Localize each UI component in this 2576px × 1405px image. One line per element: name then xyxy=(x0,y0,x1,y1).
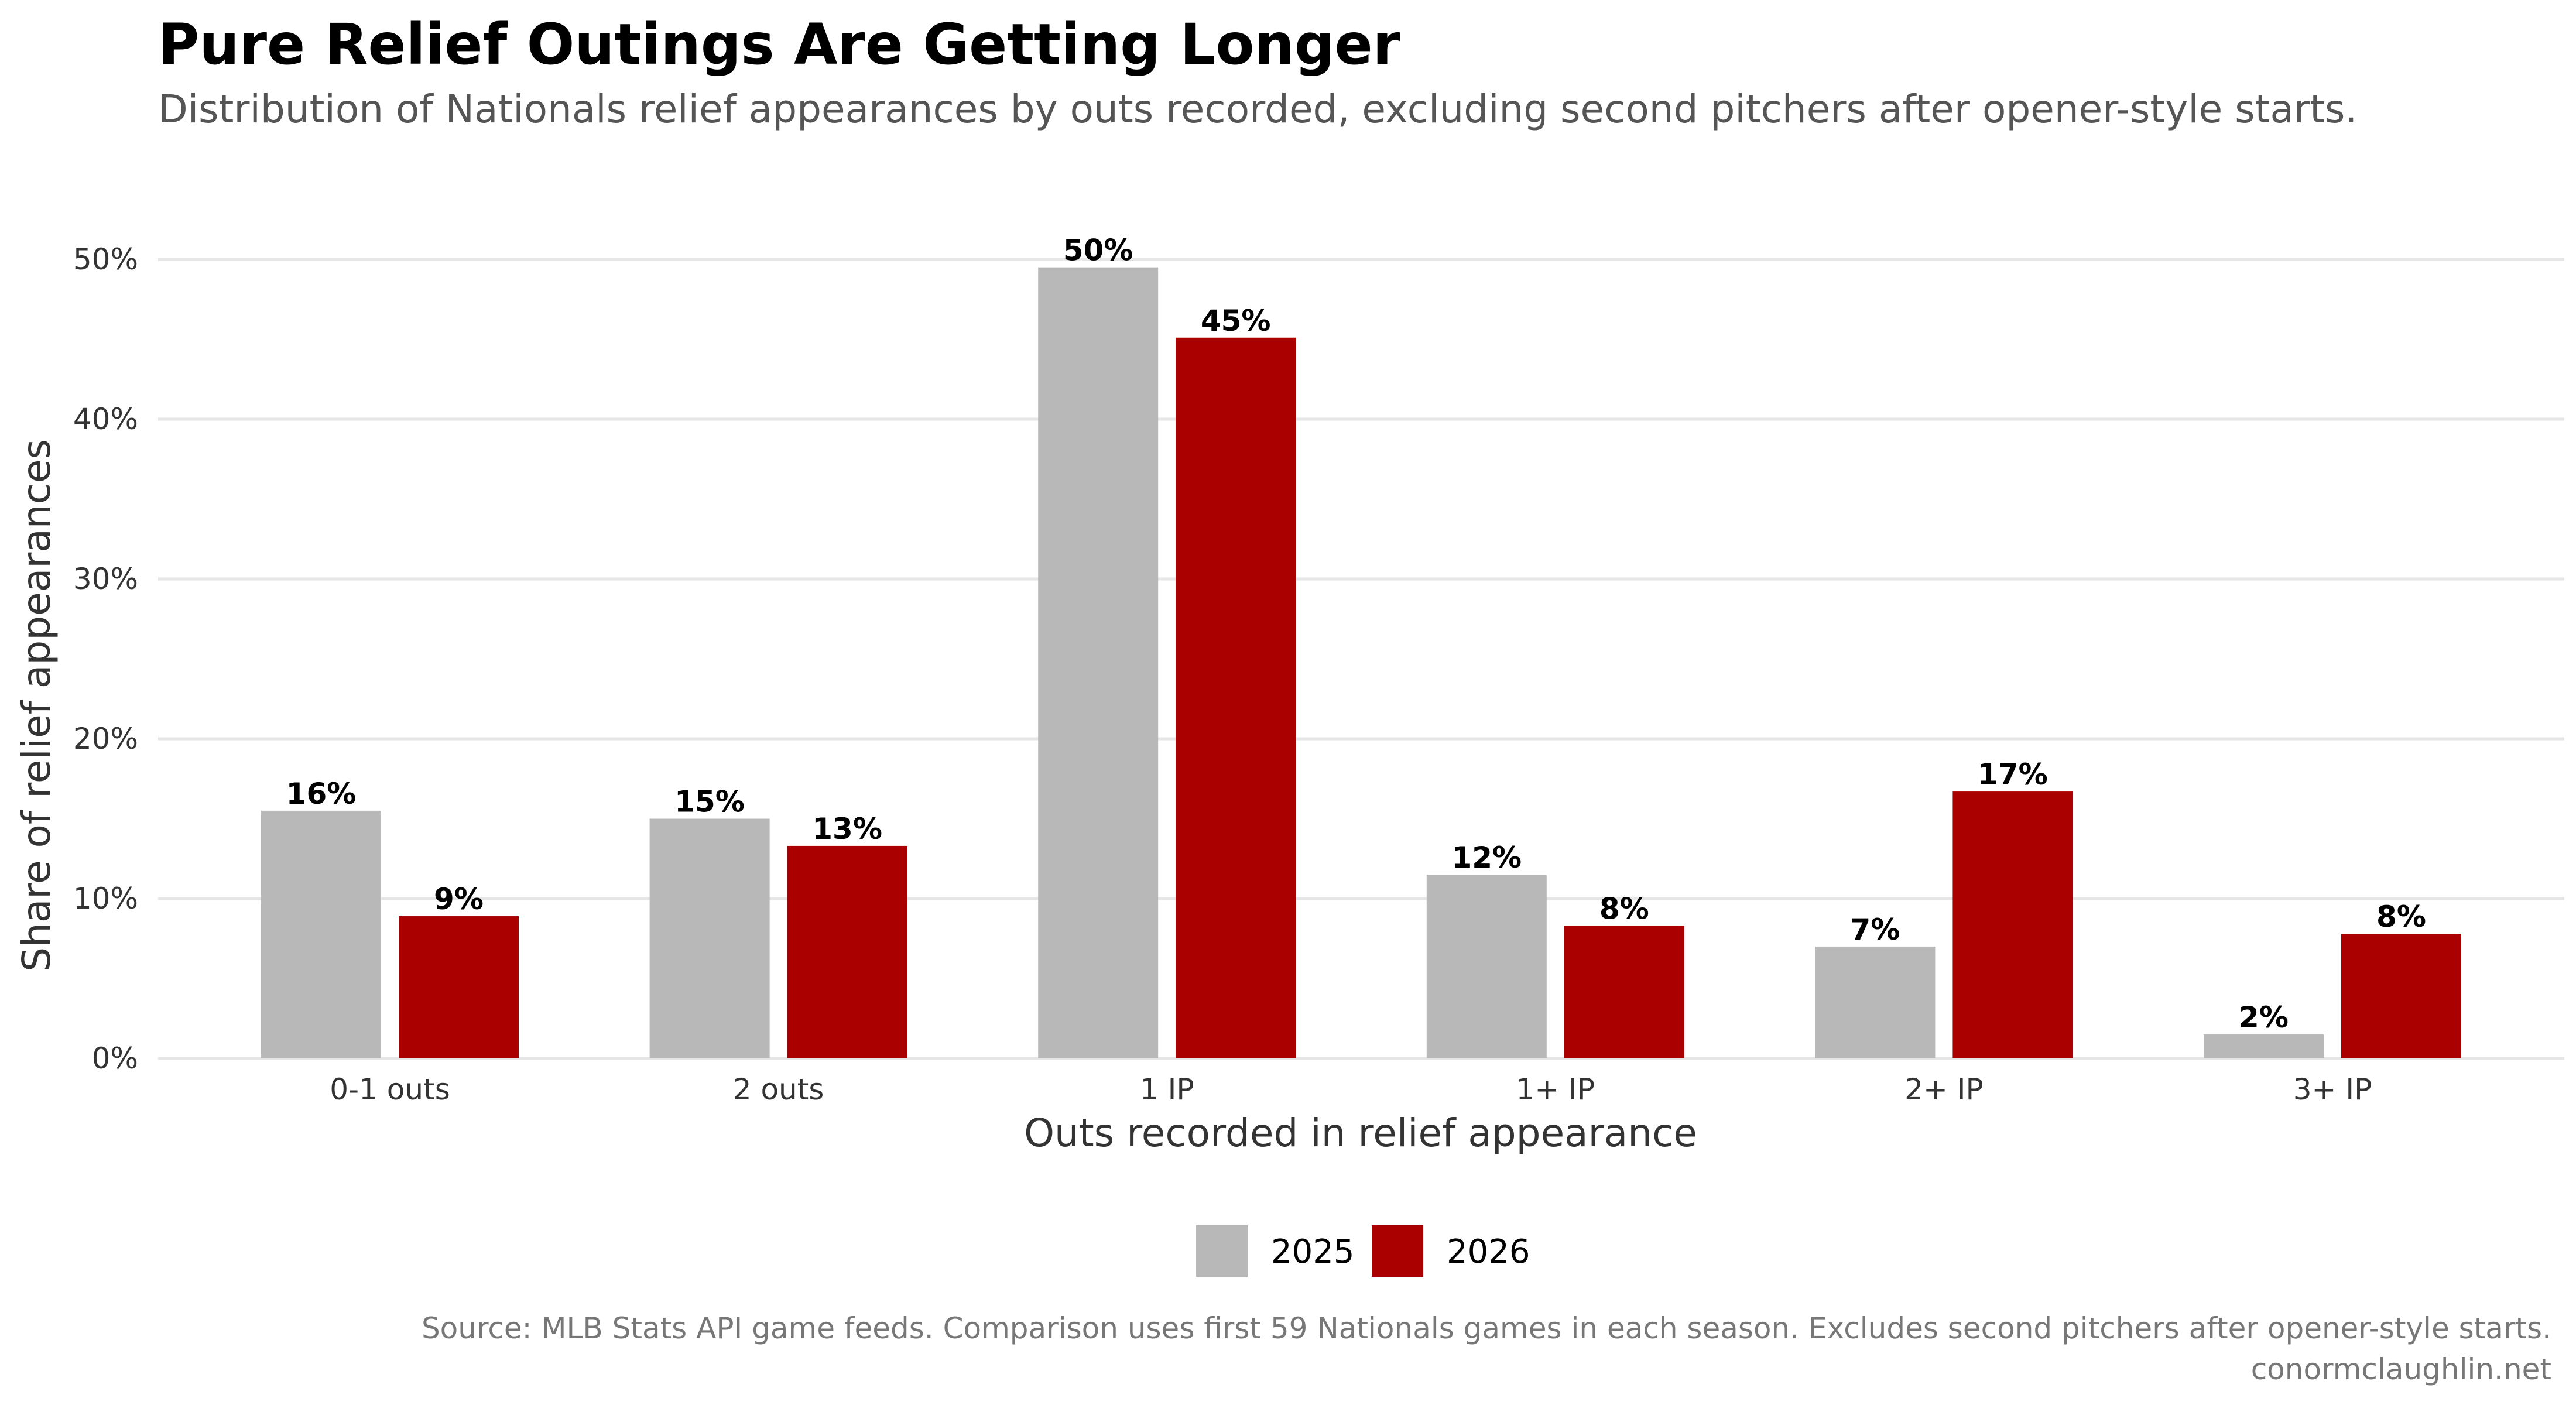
legend-label-2025: 2025 xyxy=(1271,1233,1355,1271)
site-credit: conormclaughlin.net xyxy=(2250,1352,2551,1386)
y-tick-label-0: 0% xyxy=(92,1041,138,1075)
bar-2026-2 xyxy=(1176,337,1296,1058)
chart-subtitle: Distribution of Nationals relief appeara… xyxy=(158,87,2358,132)
bar-label-2025-2: 50% xyxy=(1063,234,1133,268)
y-tick-label-40: 40% xyxy=(73,402,138,436)
bar-label-2026-0: 9% xyxy=(434,882,484,916)
bar-label-2025-0: 16% xyxy=(286,777,357,811)
legend-swatch-2025 xyxy=(1196,1225,1248,1277)
bar-2026-4 xyxy=(1952,791,2073,1058)
x-axis-title: Outs recorded in relief appearance xyxy=(1024,1111,1697,1156)
bar-label-2025-3: 12% xyxy=(1451,841,1522,875)
legend-label-2026: 2026 xyxy=(1447,1233,1530,1271)
bar-label-2026-2: 45% xyxy=(1201,304,1271,338)
bar-2026-5 xyxy=(2341,934,2461,1058)
bar-2026-1 xyxy=(787,845,907,1058)
bar-labels: 16% 9% 15% 13% 50% 45% 12% 8% 7% 17% 2% 8% xyxy=(286,234,2426,1034)
bar-label-2026-3: 8% xyxy=(1599,892,1649,926)
y-axis-title: Share of relief appearances xyxy=(14,439,59,972)
bar-2025-0 xyxy=(261,810,381,1058)
bar-2025-3 xyxy=(1426,875,1547,1058)
bar-label-2026-4: 17% xyxy=(1978,758,2048,791)
x-tick-label-3: 1+ IP xyxy=(1516,1072,1595,1106)
bar-2025-5 xyxy=(2204,1034,2324,1058)
bar-label-2025-4: 7% xyxy=(1850,913,1900,947)
bar-2025-4 xyxy=(1815,946,1936,1058)
bar-2025-2 xyxy=(1038,267,1159,1058)
y-tick-label-20: 20% xyxy=(73,722,138,756)
y-tick-label-50: 50% xyxy=(73,242,138,276)
bar-2026-0 xyxy=(399,916,519,1058)
x-tick-label-1: 2 outs xyxy=(733,1072,824,1106)
y-tick-label-10: 10% xyxy=(73,882,138,916)
legend: 2025 2026 xyxy=(1196,1225,1530,1277)
bar-2025-1 xyxy=(649,818,770,1058)
bars xyxy=(261,267,2461,1058)
bar-label-2025-1: 15% xyxy=(674,785,745,819)
x-tick-label-0: 0-1 outs xyxy=(330,1072,450,1106)
x-axis-ticks: 0-1 outs 2 outs 1 IP 1+ IP 2+ IP 3+ IP xyxy=(330,1072,2372,1106)
bar-2026-3 xyxy=(1564,926,1684,1058)
bar-label-2026-1: 13% xyxy=(812,812,882,846)
bar-label-2025-5: 2% xyxy=(2239,1000,2289,1034)
y-axis-ticks: 0% 10% 20% 30% 40% 50% xyxy=(73,242,138,1075)
bar-label-2026-5: 8% xyxy=(2376,900,2426,934)
x-tick-label-4: 2+ IP xyxy=(1904,1072,1984,1106)
legend-swatch-2026 xyxy=(1372,1225,1423,1277)
x-tick-label-2: 1 IP xyxy=(1140,1072,1194,1106)
gridlines xyxy=(158,258,2564,1060)
x-tick-label-5: 3+ IP xyxy=(2293,1072,2372,1106)
y-tick-label-30: 30% xyxy=(73,562,138,596)
chart-title: Pure Relief Outings Are Getting Longer xyxy=(158,12,1400,77)
source-caption: Source: MLB Stats API game feeds. Compar… xyxy=(421,1311,2551,1345)
